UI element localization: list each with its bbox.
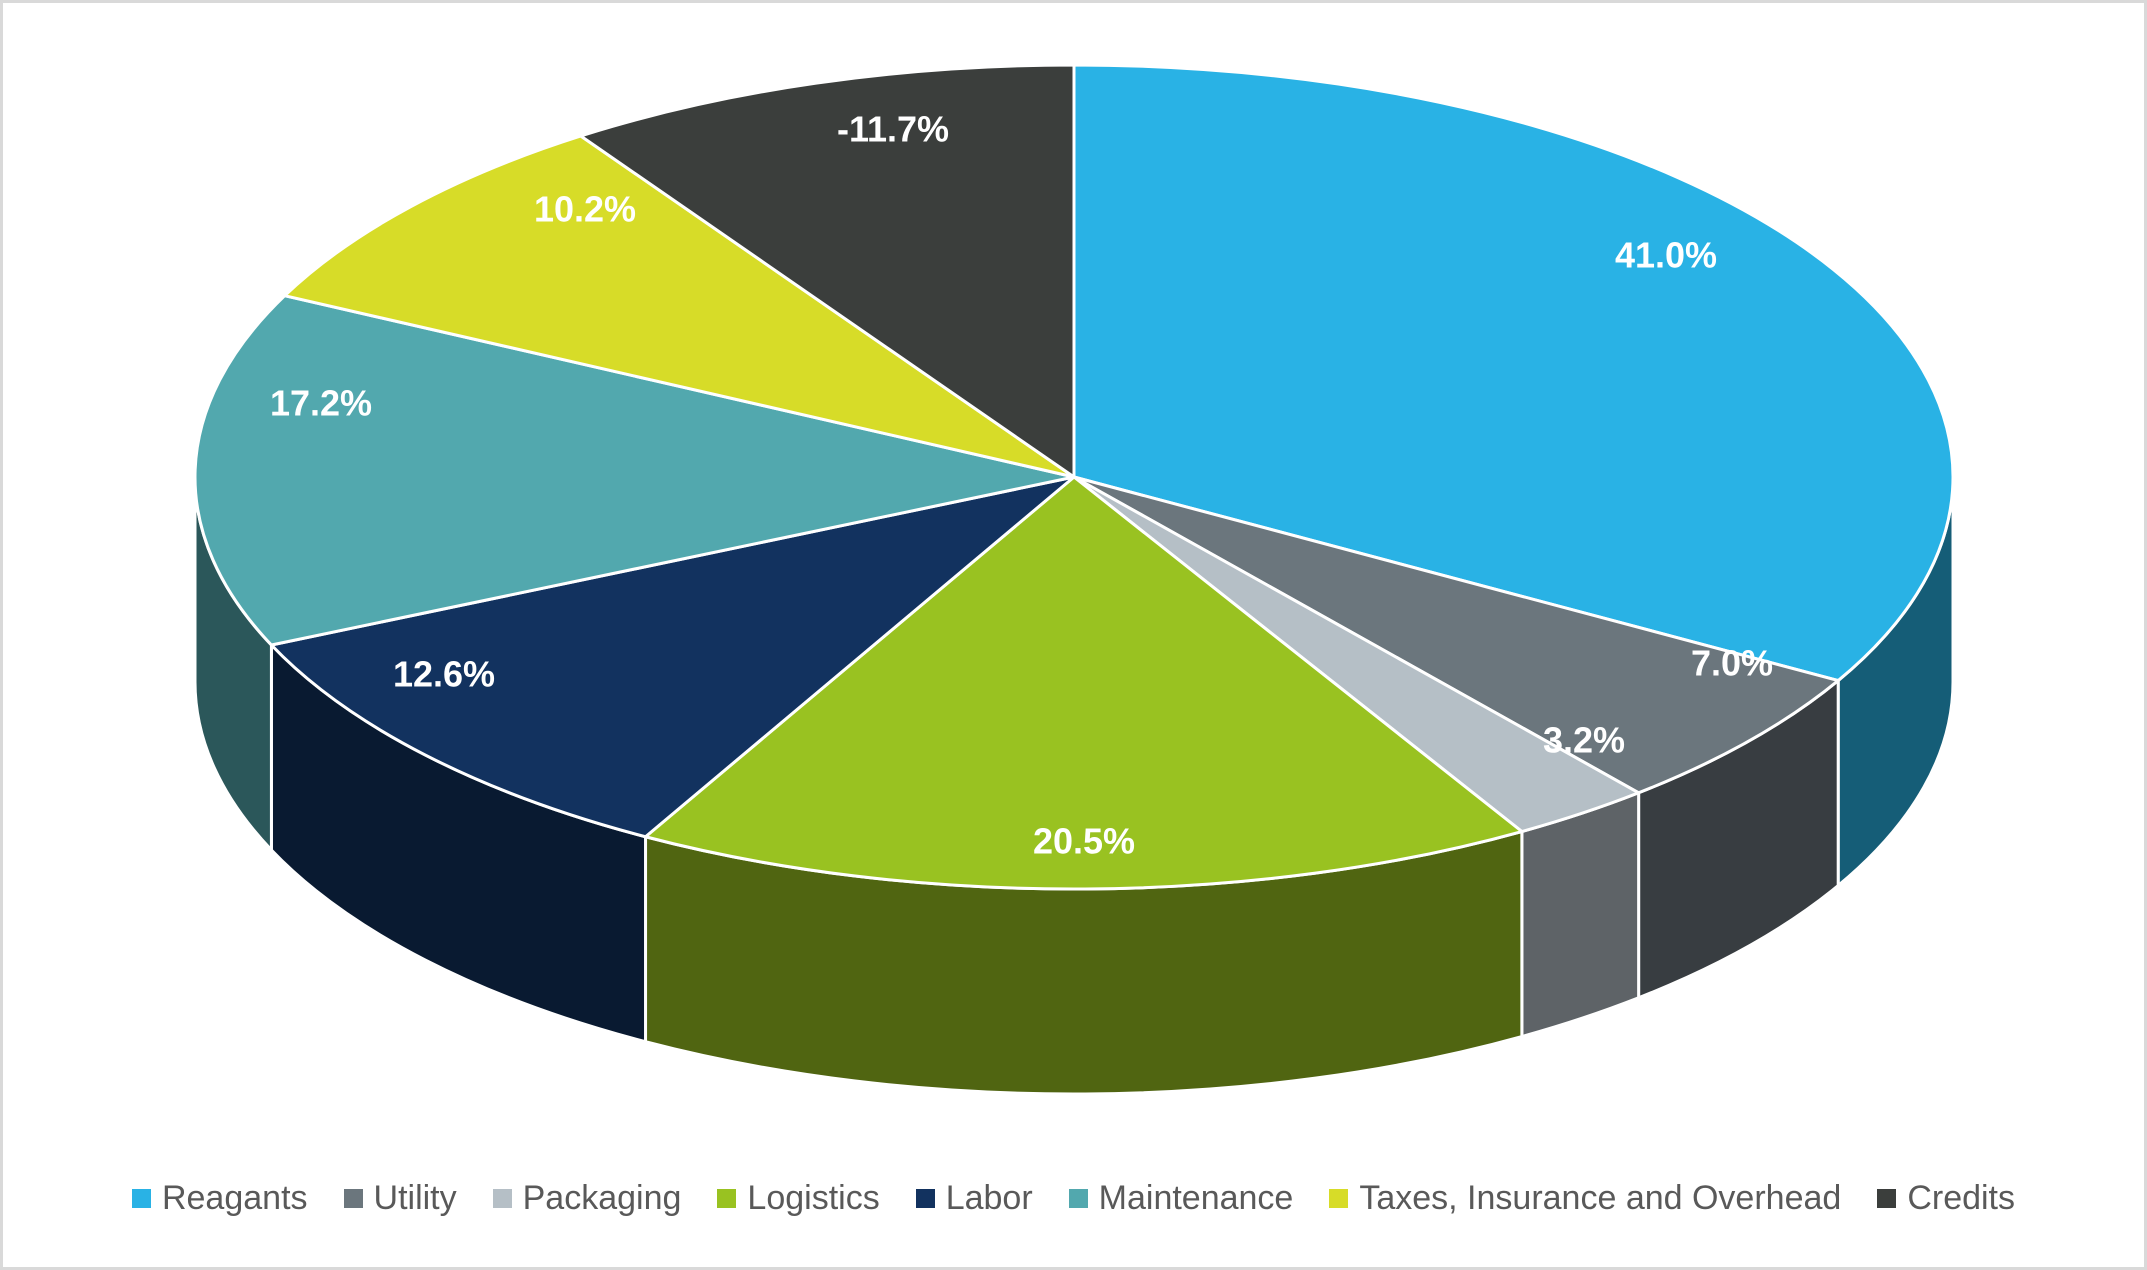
legend-item: Maintenance [1068,1179,1294,1218]
legend-item: Reagants [131,1179,308,1218]
legend-item: Utility [343,1179,457,1218]
data-label: 10.2% [534,189,636,230]
legend-swatch [1068,1189,1088,1208]
data-label: 20.5% [1033,821,1135,862]
legend-label: Maintenance [1098,1179,1294,1217]
legend-swatch [492,1189,512,1208]
legend-label: Taxes, Insurance and Overhead [1359,1179,1842,1217]
legend-item: Taxes, Insurance and Overhead [1329,1179,1841,1218]
legend-label: Logistics [747,1179,880,1217]
data-label: 3.2% [1543,720,1625,761]
legend-swatch [343,1189,363,1208]
data-label: -11.7% [837,109,949,150]
pie-slice-utility [1072,475,1840,795]
pie-slice-taxes-insurance-and-overhead [283,134,1076,479]
legend-label: Reagants [161,1179,308,1217]
pie-slice-side [1520,791,1641,1039]
legend-item: Logistics [717,1179,880,1218]
legend-swatch [915,1189,935,1208]
data-label: 12.6% [393,654,495,695]
legend-swatch [1877,1189,1897,1208]
pie-slice-logistics [644,475,1524,891]
legend-label: Credits [1907,1179,2016,1217]
legend-swatch [131,1189,151,1208]
legend-swatch [717,1189,737,1208]
chart-legend: Reagants Utility Packaging Logistics Labor Ma… [3,1179,2144,1218]
data-label: 17.2% [270,383,372,424]
pie-chart-3d: 41.0% 7.0% 3.2% 20.5% 12.6% 17.2% 10.2% -11.7% [193,63,1955,1096]
legend-item: Credits [1877,1179,2015,1218]
data-label: 7.0% [1691,643,1773,684]
legend-swatch [1329,1189,1349,1208]
pie-slice-labor [269,475,1076,839]
legend-item: Labor [915,1179,1033,1218]
data-label: 41.0% [1615,235,1717,276]
pie-slice-credits [579,63,1076,479]
legend-label: Labor [945,1179,1033,1217]
pie-slice-reagants [1072,63,1955,683]
legend-label: Utility [373,1179,457,1217]
pie-slice-maintenance [193,294,1076,647]
legend-item: Packaging [492,1179,682,1218]
legend-label: Packaging [522,1179,682,1217]
